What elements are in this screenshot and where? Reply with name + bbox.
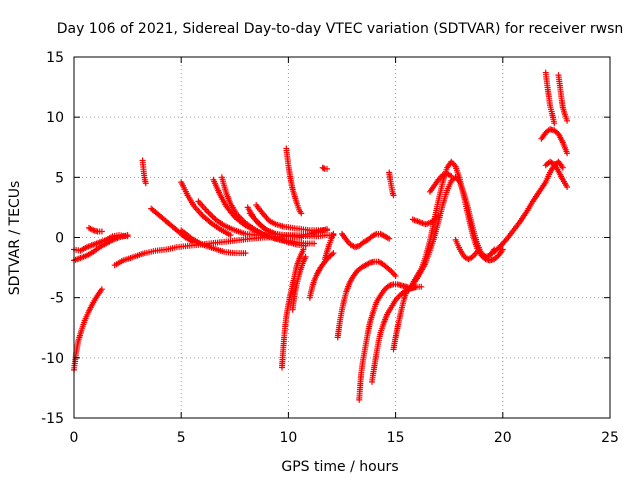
data-points [71,69,571,403]
data-point [300,246,307,253]
y-tick-label: -15 [41,411,64,427]
data-point [551,120,558,127]
series-track-18 [289,253,309,313]
series-track-16 [283,145,305,217]
data-point [227,232,234,239]
x-tick-label: 15 [387,430,405,446]
data-point [564,117,571,124]
series-track-34 [542,158,571,190]
series-track-32 [452,236,481,263]
x-tick-label: 0 [70,430,79,446]
data-point [392,273,399,279]
data-point [474,248,481,255]
data-point [124,232,131,239]
series-track-15 [253,202,330,234]
y-tick-label: -5 [50,291,64,307]
series-track-9 [178,227,249,257]
series-track-22 [339,230,393,251]
series-track-17 [279,246,307,371]
series-track-31 [426,170,455,195]
series-track-36 [542,69,558,127]
series-track-7 [148,205,198,246]
data-point [324,165,330,172]
series-track-21 [319,164,330,172]
chart-title: Day 106 of 2021, Sidereal Day-to-day VTE… [57,21,624,37]
series-track-30 [409,212,442,228]
data-point [330,250,337,257]
y-tick-label: 15 [46,50,64,66]
series-track-35 [538,126,571,157]
data-point [311,240,318,247]
y-tick-label: 5 [55,170,64,186]
x-axis-title: GPS time / hours [281,459,398,475]
data-point [330,230,337,237]
axis-ticks: 0 5 10 15 20 25 -15 -10 -5 0 5 10 15 [41,50,619,446]
series-track-3 [71,232,131,264]
series-track-8 [178,179,234,239]
series-track-5 [139,157,149,187]
series-track-4 [86,224,105,235]
series-track-27 [390,288,410,353]
data-point [324,227,330,234]
data-point [564,150,571,157]
y-tick-label: -10 [41,351,64,367]
x-tick-label: 5 [177,430,186,446]
y-tick-label: 10 [46,110,64,126]
x-tick-label: 20 [494,430,512,446]
series-track-33 [491,158,566,255]
y-tick-label: 0 [55,231,64,247]
data-point [435,212,442,219]
data-point [302,253,309,260]
data-point [242,250,249,257]
series-track-37 [555,72,571,124]
series-track-29 [409,158,506,287]
data-point [418,283,425,290]
data-point [434,214,441,220]
series-track-10 [195,198,260,239]
data-point [448,173,455,180]
data-point [142,180,149,187]
series-track-20 [321,230,337,263]
data-point [390,192,397,199]
series-track-26 [386,169,397,199]
y-axis-title: SDTVAR / TECUs [7,181,23,296]
data-point [564,184,571,190]
x-tick-label: 10 [279,430,297,446]
data-point [298,210,305,217]
series-track-23 [334,258,399,341]
series-track-14 [246,210,330,239]
series-track-12 [218,174,318,247]
series-track-19 [306,250,337,301]
data-point [499,246,506,253]
data-point [559,164,566,171]
data-point [386,235,393,242]
data-point [98,228,105,235]
x-tick-label: 25 [601,430,619,446]
data-point [98,286,105,293]
